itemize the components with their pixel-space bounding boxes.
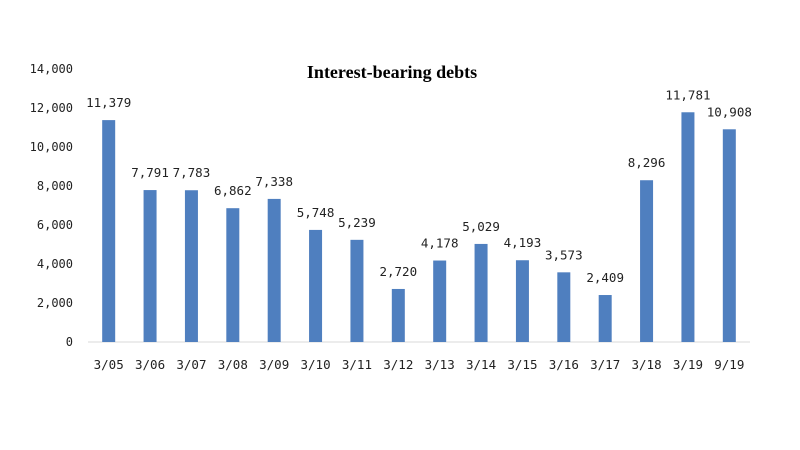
x-axis: 3/05 3/06 3/07 3/08 3/09 3/10 3/11 3/12 3/13 3/14… <box>94 357 745 372</box>
bar <box>640 180 654 342</box>
bar <box>143 190 157 342</box>
x-tick-label: 3/09 <box>259 357 289 372</box>
data-label: 10,908 <box>707 104 752 119</box>
x-tick-label: 9/19 <box>714 357 744 372</box>
y-tick-label: 4,000 <box>37 257 73 271</box>
data-label: 3,573 <box>545 247 583 262</box>
bar <box>433 260 447 342</box>
data-label: 2,409 <box>586 270 624 285</box>
data-label: 11,379 <box>86 95 131 110</box>
x-tick-label: 3/16 <box>549 357 579 372</box>
y-tick-label: 14,000 <box>30 62 73 76</box>
data-label: 5,239 <box>338 215 376 230</box>
x-tick-label: 3/10 <box>301 357 331 372</box>
x-tick-label: 3/08 <box>218 357 248 372</box>
data-label: 2,720 <box>379 264 417 279</box>
chart-title: Interest-bearing debts <box>307 62 477 82</box>
bar <box>102 120 116 342</box>
bar <box>681 112 695 342</box>
data-label: 4,178 <box>421 236 459 251</box>
x-tick-label: 3/12 <box>383 357 413 372</box>
y-tick-label: 6,000 <box>37 218 73 232</box>
data-label: 7,783 <box>173 165 211 180</box>
bar <box>557 272 571 342</box>
bars-group <box>102 112 736 342</box>
y-tick-label: 0 <box>66 335 73 349</box>
data-label: 5,029 <box>462 219 500 234</box>
x-tick-label: 3/14 <box>466 357 496 372</box>
bar <box>267 198 281 342</box>
x-tick-label: 3/15 <box>507 357 537 372</box>
y-tick-label: 8,000 <box>37 179 73 193</box>
bar <box>350 239 364 342</box>
y-tick-label: 12,000 <box>30 101 73 115</box>
y-axis: 0 2,000 4,000 6,000 8,000 10,000 12,000 14,000 <box>30 62 73 349</box>
bar <box>474 243 488 342</box>
data-label: 4,193 <box>504 235 542 250</box>
bar <box>515 260 529 342</box>
x-tick-label: 3/19 <box>673 357 703 372</box>
data-label: 5,748 <box>297 205 335 220</box>
bar <box>722 129 736 342</box>
bar <box>598 295 612 342</box>
y-tick-label: 10,000 <box>30 140 73 154</box>
y-tick-label: 2,000 <box>37 296 73 310</box>
data-label: 7,338 <box>255 174 293 189</box>
x-tick-label: 3/05 <box>94 357 124 372</box>
x-tick-label: 3/11 <box>342 357 372 372</box>
x-tick-label: 3/07 <box>176 357 206 372</box>
data-label: 7,791 <box>131 165 169 180</box>
bar <box>226 208 240 342</box>
bar <box>184 190 198 342</box>
bar <box>309 229 323 342</box>
data-label: 8,296 <box>628 155 666 170</box>
data-label: 6,862 <box>214 183 252 198</box>
x-tick-label: 3/17 <box>590 357 620 372</box>
x-tick-label: 3/13 <box>425 357 455 372</box>
x-tick-label: 3/06 <box>135 357 165 372</box>
bar <box>391 288 405 342</box>
data-label: 11,781 <box>665 87 710 102</box>
x-tick-label: 3/18 <box>632 357 662 372</box>
